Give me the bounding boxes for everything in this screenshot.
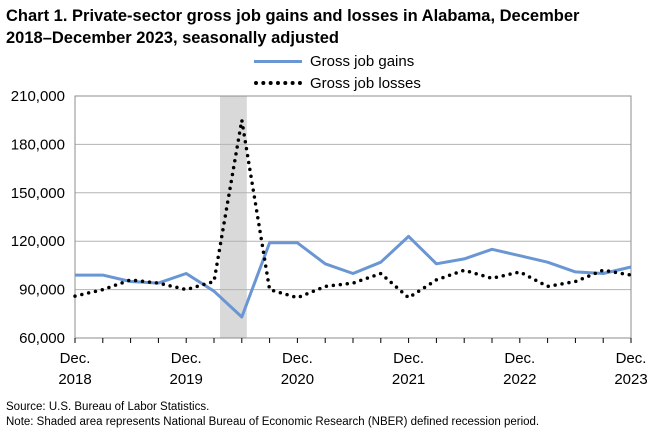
x-tick-label-month: Dec. (171, 350, 202, 367)
source-note: Source: U.S. Bureau of Labor Statistics. (6, 401, 210, 413)
recession-note: Note: Shaded area represents National Bu… (6, 416, 540, 428)
footnotes: Source: U.S. Bureau of Labor Statistics.… (6, 400, 539, 430)
x-tick-label-month: Dec. (282, 350, 313, 367)
series-line-gains (75, 234, 632, 319)
x-tick-label-year: 2019 (170, 371, 203, 388)
chart-title-line-1: Chart 1. Private-sector gross job gains … (6, 7, 580, 25)
y-tick-label: 60,000 (19, 330, 65, 347)
x-tick-label-year: 2023 (614, 371, 647, 388)
legend-swatch-gains (254, 59, 302, 63)
x-tick-label-month: Dec. (504, 350, 535, 367)
y-tick-label: 210,000 (11, 88, 65, 105)
y-tick-label: 120,000 (11, 233, 65, 250)
x-tick-label-month: Dec. (60, 350, 91, 367)
y-tick-label: 90,000 (19, 282, 65, 299)
x-tick-label-year: 2022 (503, 371, 536, 388)
chart-title-line-2: 2018–December 2023, seasonally adjusted (6, 29, 339, 47)
x-tick-label-year: 2021 (392, 371, 425, 388)
legend-item-gains: Gross job gains (254, 50, 421, 72)
series-line-losses (73, 118, 633, 300)
legend-label-losses: Gross job losses (310, 74, 421, 92)
x-tick-label-year: 2018 (58, 371, 91, 388)
chart-legend: Gross job gains Gross job losses (254, 50, 421, 94)
x-tick-label-year: 2020 (281, 371, 314, 388)
legend-swatch-losses (254, 81, 302, 85)
plot-frame (74, 95, 632, 339)
legend-label-gains: Gross job gains (310, 52, 415, 70)
y-tick-label: 150,000 (11, 185, 65, 202)
chart-title: Chart 1. Private-sector gross job gains … (6, 5, 656, 49)
y-tick-label: 180,000 (11, 136, 65, 153)
x-tick-label-month: Dec. (616, 350, 647, 367)
legend-item-losses: Gross job losses (254, 72, 421, 94)
x-tick-label-month: Dec. (393, 350, 424, 367)
